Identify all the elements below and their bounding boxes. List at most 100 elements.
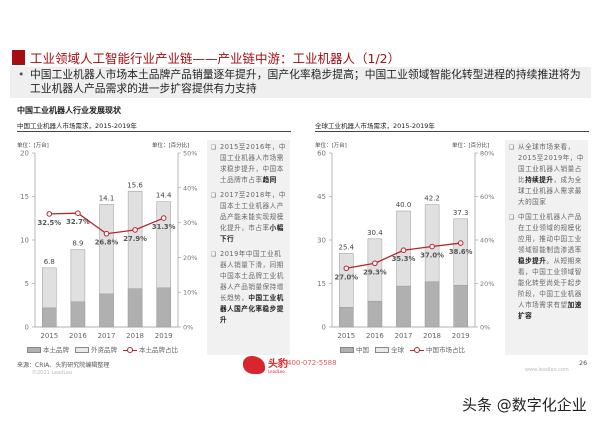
share-label: 29.3% — [363, 268, 387, 276]
copyright: ©2021 LeadLeo — [32, 370, 73, 376]
share-point — [75, 210, 81, 217]
x-tick-label: 2019 — [155, 332, 173, 340]
share-label: 32.5% — [38, 219, 62, 227]
note-item: 2019年中国工业机器人销量下滑，同期中国本土品牌工业机器人产品销量保持增长趋势… — [211, 249, 286, 326]
bar-segment — [70, 301, 86, 328]
source-note: 来源：CRIA、头豹研究院编辑整理 — [17, 362, 110, 369]
bar-value-label: 30.4 — [367, 229, 383, 237]
note-item: 中国工业机器人产品在工业领域的规模化应用，推动中国工业领域智能制造渗透率稳步提升… — [509, 212, 584, 322]
y-tick-label: 60 — [317, 150, 326, 158]
share-label: 31.3% — [152, 223, 176, 231]
x-tick-label: 2017 — [98, 332, 116, 340]
summary-bullet: 中国工业机器人市场本土品牌产品销量逐年提升，国产化率稳步提高；中国工业领域智能化… — [18, 68, 585, 96]
logo-text: 头豹 — [268, 359, 288, 370]
bar-segment — [396, 285, 411, 328]
y2-tick-label: 40% — [480, 237, 494, 245]
website: www.leadleo.com — [525, 367, 569, 373]
bar-segment — [127, 288, 143, 328]
y2-tick-label: 40% — [183, 184, 197, 192]
bar-value-label: 40.0 — [396, 201, 412, 209]
bar-segment — [339, 307, 354, 328]
logo-subtext: LeadLeo — [268, 369, 285, 374]
x-tick-label: 2016 — [366, 332, 384, 340]
section-title: 中国工业机器人行业发展现状 — [17, 106, 121, 115]
left-unit: 单位：[万台] — [315, 143, 347, 149]
phone: 400-072-5588 — [287, 359, 337, 367]
bar-segment — [42, 307, 57, 328]
left-unit: 单位：[万台] — [17, 143, 49, 149]
x-tick-label: 2015 — [337, 332, 355, 340]
y2-tick-label: 60% — [480, 193, 494, 201]
y2-tick-label: 20% — [480, 280, 494, 288]
legend-item: 外资品牌 — [75, 344, 117, 354]
share-point — [372, 260, 378, 267]
legend-item: 中国市场占比 — [410, 344, 465, 354]
y-tick-label: 10 — [20, 237, 29, 245]
chart-title-global: 全球工业机器人市场需求，2015-2019年 — [315, 122, 435, 130]
notes-global: 从全球市场来看，2015至2019年，中国工业机器人销量占比持续提升，成为全球工… — [505, 140, 588, 355]
share-label: 27.9% — [123, 235, 147, 243]
note-item: 2015至2016年，中国工业机器人市场需求稳步提升，中国本土品牌市占率趋同 — [211, 142, 286, 186]
y-tick-label: 15 — [20, 193, 29, 201]
y-tick-label: 30 — [317, 237, 326, 245]
bar-value-label: 25.4 — [339, 243, 355, 251]
bar-segment — [453, 284, 468, 328]
share-point — [132, 227, 138, 233]
share-point — [343, 265, 350, 272]
share-point — [103, 230, 110, 237]
y-tick-label: 0 — [322, 324, 326, 332]
share-point — [400, 247, 407, 254]
y-tick-label: 20 — [20, 150, 29, 158]
watermark: 头条 @数字化企业 — [462, 396, 587, 414]
y2-tick-label: 80% — [480, 150, 494, 158]
share-point — [46, 211, 53, 217]
right-unit: 单位：[百分比] — [152, 143, 190, 149]
x-tick-label: 2015 — [40, 332, 58, 340]
bar-segment — [367, 300, 383, 328]
global-market-chart: 0 15 30 45 60 0% 20% 40% 60% 80% 25.4 2015 30.4 2016 4… — [317, 150, 494, 341]
y2-tick-label: 20% — [183, 254, 197, 262]
share-point — [160, 215, 167, 221]
bar-value-label: 6.8 — [44, 258, 55, 266]
share-label: 26.8% — [95, 239, 119, 247]
bar-value-label: 37.3 — [453, 209, 469, 217]
y2-tick-label: 0% — [183, 324, 193, 332]
chart-title-china: 中国工业机器人市场需求，2015-2019年 — [17, 122, 137, 130]
right-unit: 单位：[百分比] — [452, 143, 490, 149]
bar-segment — [156, 287, 171, 328]
x-tick-label: 2017 — [395, 332, 413, 340]
page-number: 26 — [579, 359, 588, 367]
bar-segment — [99, 293, 114, 328]
x-tick-label: 2019 — [452, 332, 470, 340]
legend-item: 中国 — [340, 344, 369, 354]
legend-china: 本土品牌 外资品牌 本土品牌占比 — [27, 344, 178, 354]
y2-tick-label: 50% — [183, 150, 197, 158]
china-market-chart: 0 5 10 15 20 0% 10% 20% 30% 40% 50% 6.8 2015 8.9 2016 1… — [20, 150, 197, 341]
divider — [17, 131, 291, 132]
y2-tick-label: 30% — [183, 219, 197, 227]
y-tick-label: 5 — [25, 280, 29, 288]
x-tick-label: 2018 — [423, 332, 441, 340]
legend-item: 全球 — [375, 344, 404, 354]
share-label: 35.3% — [392, 255, 416, 263]
legend-item: 本土品牌 — [27, 344, 69, 354]
x-tick-label: 2018 — [126, 332, 144, 340]
legend-item: 本土品牌占比 — [123, 344, 178, 354]
notes-china: 2015至2016年，中国工业机器人市场需求稳步提升，中国本土品牌市占率趋同 2… — [207, 140, 290, 355]
share-label: 32.7% — [66, 218, 90, 226]
y-tick-label: 15 — [317, 280, 326, 288]
note-item: 2017至2018年，中国本土工业机器人产品产能未能实现规模化提升，市占率小幅下… — [211, 190, 286, 245]
page-title: 工业领域人工智能行业产业链——产业链中游：工业机器人（1/2） — [30, 51, 401, 66]
legend-global: 中国 全球 中国市场占比 — [340, 344, 465, 354]
note-item: 从全球市场来看，2015至2019年，中国工业机器人销量占比持续提升，成为全球工… — [509, 142, 584, 208]
y2-tick-label: 10% — [183, 289, 197, 297]
title-marker — [12, 50, 25, 65]
y-tick-label: 0 — [25, 324, 29, 332]
y-tick-label: 45 — [317, 193, 326, 201]
bar-segment — [424, 281, 440, 328]
bar-value-label: 8.9 — [72, 240, 83, 248]
bar-value-label: 14.4 — [156, 192, 172, 200]
share-label: 37.0% — [420, 252, 444, 260]
x-tick-label: 2016 — [69, 332, 87, 340]
y2-tick-label: 0% — [480, 324, 490, 332]
